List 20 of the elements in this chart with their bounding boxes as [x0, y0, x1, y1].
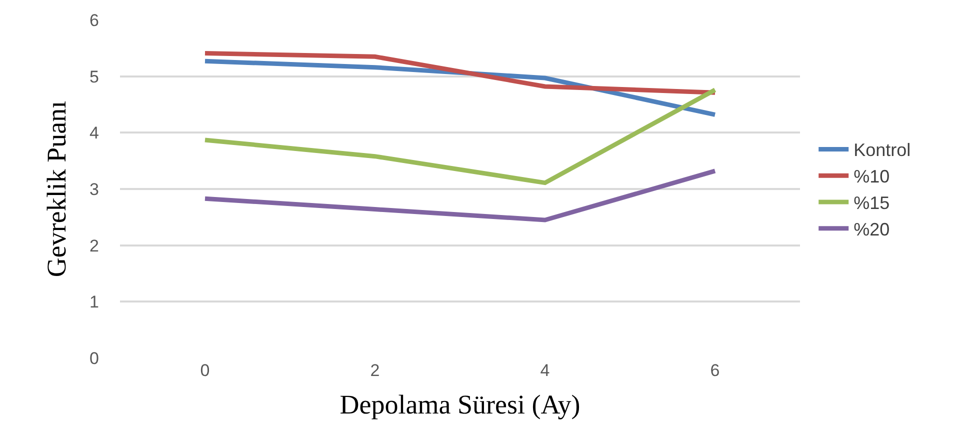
x-tick-label: 2: [370, 361, 380, 380]
legend-label: %10: [854, 166, 890, 187]
line-series: [202, 88, 718, 186]
y-tick-label: 2: [90, 236, 99, 256]
y-tick-label: 5: [90, 67, 99, 86]
y-tick-label: 3: [90, 180, 99, 199]
line-series: [202, 50, 718, 95]
legend-label: Kontrol: [854, 140, 911, 160]
x-axis-title: Depolama Süresi (Ay): [340, 389, 580, 420]
line-series: [202, 168, 718, 222]
y-tick-label: 0: [90, 348, 99, 368]
y-tick-label: 6: [90, 10, 99, 30]
y-tick-label: 1: [90, 292, 99, 312]
x-tick-label: 6: [710, 361, 720, 380]
y-axis-title: Gevreklik Puanı: [42, 100, 72, 278]
x-tick-label: 0: [200, 361, 210, 380]
legend-label: %15: [854, 193, 890, 214]
x-tick-label: 4: [540, 361, 550, 380]
y-tick-label: 4: [90, 124, 99, 143]
legend-label: %20: [854, 219, 890, 240]
